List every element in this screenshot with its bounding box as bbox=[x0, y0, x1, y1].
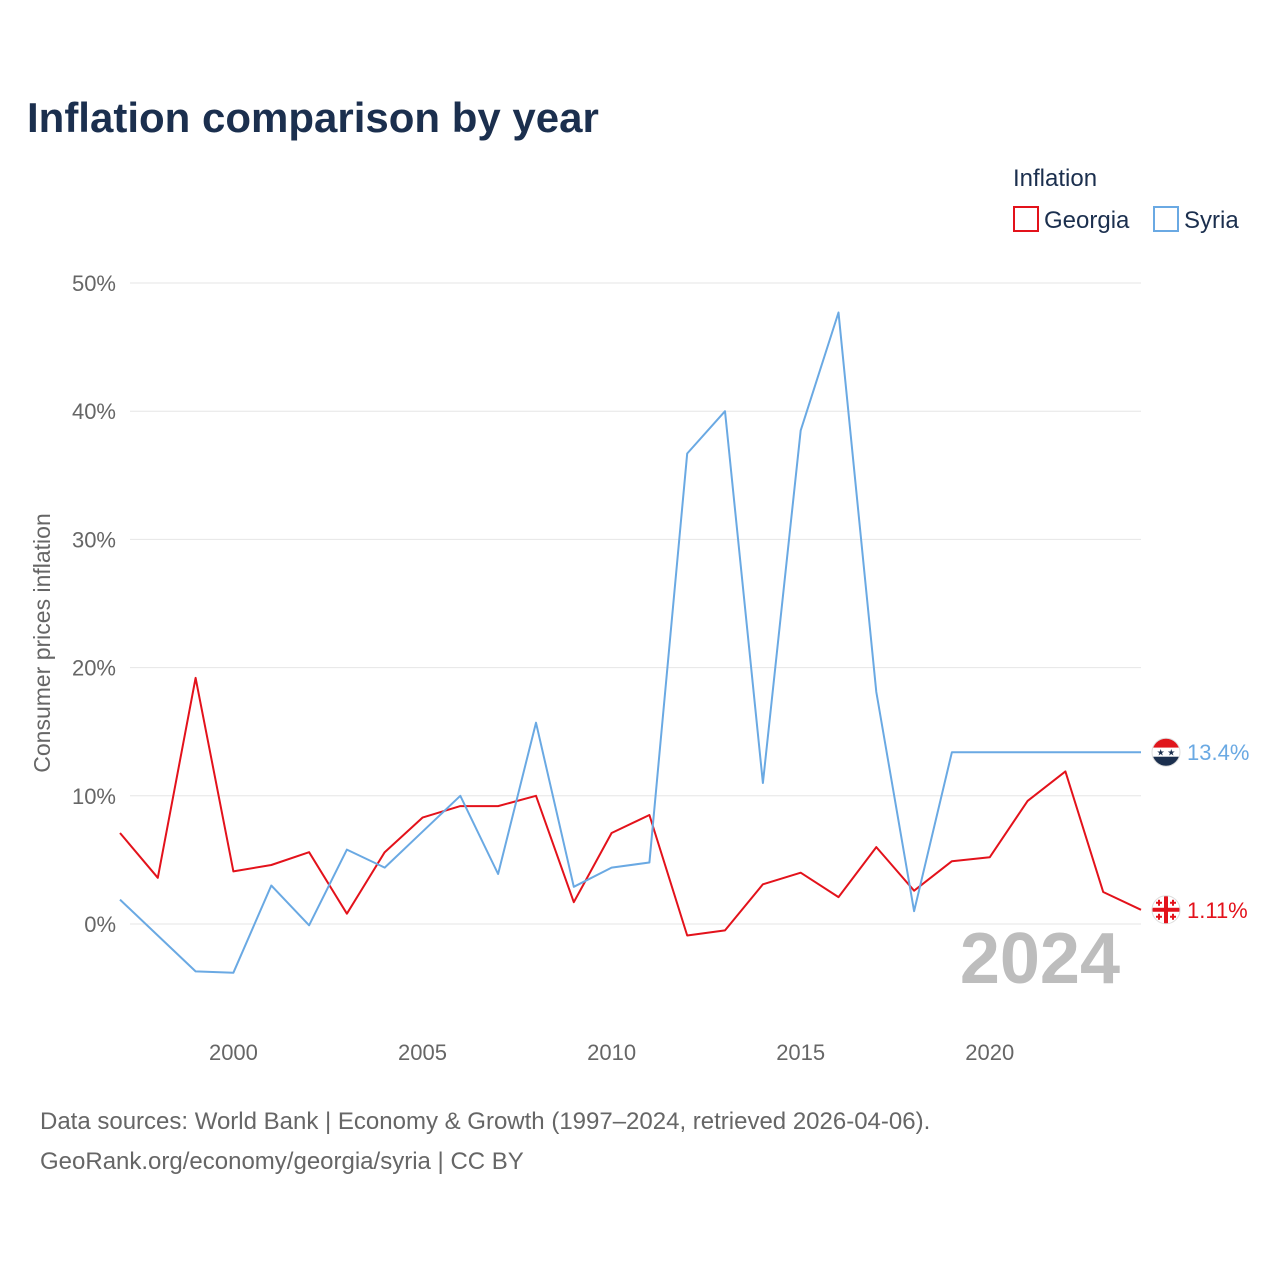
y-axis-ticks: 0% 10% 20% 30% 40% 50% bbox=[72, 271, 116, 937]
legend-swatch-syria[interactable] bbox=[1153, 206, 1179, 232]
legend-title: Inflation bbox=[1013, 165, 1097, 192]
x-tick-label: 2000 bbox=[209, 1040, 258, 1065]
end-label-syria: 13.4% bbox=[1187, 740, 1249, 765]
y-tick-label: 10% bbox=[72, 784, 116, 809]
footer-attribution[interactable]: GeoRank.org/economy/georgia/syria | CC B… bbox=[40, 1148, 524, 1175]
legend: Inflation Georgia Syria bbox=[1013, 165, 1239, 234]
x-axis-ticks: 2000 2005 2010 2015 2020 bbox=[209, 1040, 1014, 1065]
syria-flag-icon: ★ ★ bbox=[1151, 737, 1181, 767]
x-tick-label: 2015 bbox=[776, 1040, 825, 1065]
series-line-syria[interactable] bbox=[119, 311, 1141, 974]
end-labels: 1.11% ★ ★ 13.4% bbox=[1151, 737, 1249, 925]
legend-label-georgia[interactable]: Georgia bbox=[1044, 207, 1130, 234]
svg-text:★ ★: ★ ★ bbox=[1157, 748, 1176, 758]
y-tick-label: 50% bbox=[72, 271, 116, 296]
y-axis-label: Consumer prices inflation bbox=[29, 513, 55, 773]
year-watermark: 2024 bbox=[960, 919, 1120, 999]
georgia-flag-icon bbox=[1151, 895, 1181, 925]
y-tick-label: 30% bbox=[72, 527, 116, 552]
series-line-georgia[interactable] bbox=[119, 676, 1142, 937]
series-lines bbox=[119, 311, 1142, 974]
x-tick-label: 2020 bbox=[965, 1040, 1014, 1065]
footer-sources: Data sources: World Bank | Economy & Gro… bbox=[40, 1108, 931, 1135]
end-label-georgia: 1.11% bbox=[1187, 898, 1248, 923]
gridlines bbox=[130, 282, 1141, 925]
y-tick-label: 0% bbox=[84, 912, 116, 937]
legend-swatch-georgia[interactable] bbox=[1013, 206, 1039, 232]
y-tick-label: 20% bbox=[72, 656, 116, 681]
x-tick-label: 2005 bbox=[398, 1040, 447, 1065]
x-tick-label: 2010 bbox=[587, 1040, 636, 1065]
legend-label-syria[interactable]: Syria bbox=[1184, 207, 1239, 234]
chart-title: Inflation comparison by year bbox=[27, 94, 599, 141]
y-tick-label: 40% bbox=[72, 399, 116, 424]
